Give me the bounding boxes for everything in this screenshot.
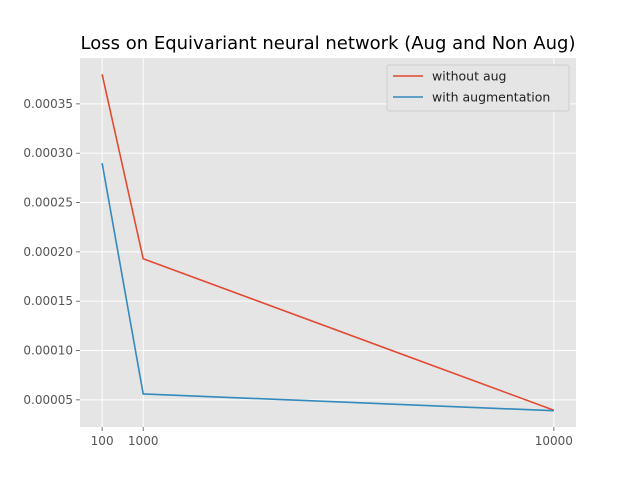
series-lines <box>101 74 555 412</box>
x-tick-label: 100 <box>91 434 114 448</box>
plot-area <box>80 58 576 427</box>
y-tick-label: 0.00005 <box>23 393 73 407</box>
y-axis: 0.00005 0.00010 0.00015 0.00020 0.00025 0.000… <box>23 97 80 407</box>
chart-title: Loss on Equivariant neural network (Aug … <box>81 33 576 54</box>
y-tick-label: 0.00020 <box>23 245 73 259</box>
legend: without aug with augmentation <box>386 64 570 112</box>
series-line-1 <box>101 162 554 412</box>
gridlines <box>80 58 576 427</box>
x-axis: 100 1000 10000 <box>91 427 573 448</box>
series-line-0 <box>101 74 555 411</box>
x-tick-label: 1000 <box>128 434 159 448</box>
y-tick-label: 0.00025 <box>23 196 73 210</box>
legend-label-with-augmentation: with augmentation <box>432 90 550 105</box>
legend-box <box>386 64 570 112</box>
legend-label-without-aug: without aug <box>432 69 506 84</box>
x-tick-label: 10000 <box>535 434 573 448</box>
y-tick-label: 0.00010 <box>23 344 73 358</box>
y-tick-label: 0.00015 <box>23 294 73 308</box>
y-tick-label: 0.00035 <box>23 97 73 111</box>
y-tick-label: 0.00030 <box>23 146 73 160</box>
